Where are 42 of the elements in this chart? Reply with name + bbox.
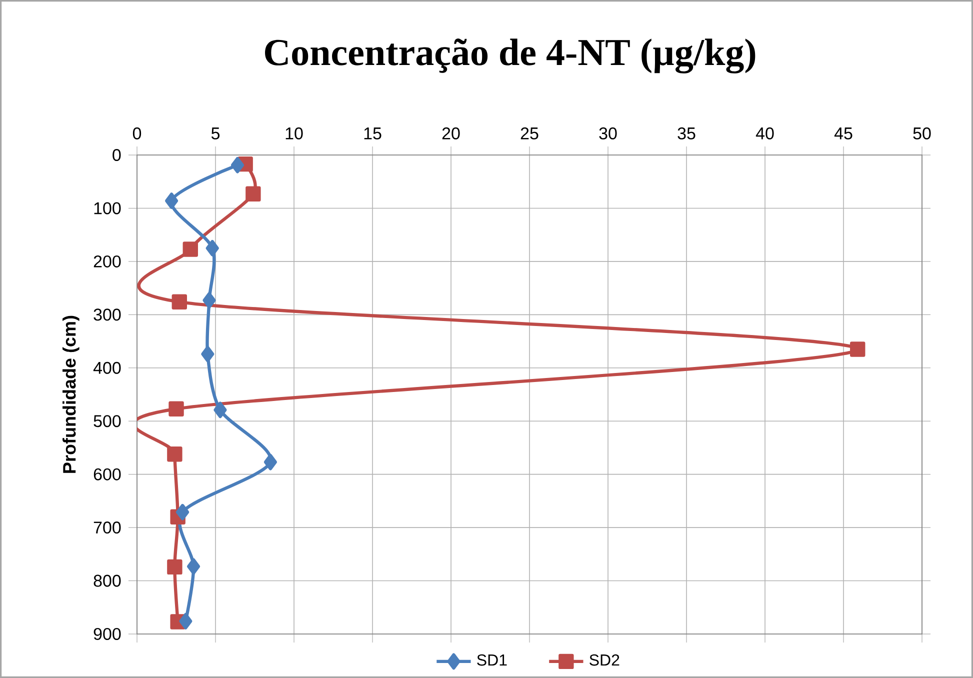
x-tick-label: 45 <box>834 128 852 140</box>
y-tick-label: 400 <box>93 362 121 374</box>
y-tick-label: 0 <box>112 149 121 162</box>
point <box>168 401 184 416</box>
x-tick-label: 5 <box>211 128 220 140</box>
point <box>167 446 182 462</box>
x-tick-label: 40 <box>756 127 774 140</box>
point <box>230 156 244 174</box>
point <box>201 346 214 362</box>
y-tick-label: 500 <box>94 415 121 428</box>
y-tick-label: 100 <box>94 202 121 214</box>
chart-title: Concentração de 4-NT (µg/kg) <box>265 38 756 74</box>
x-tick-label: 50 <box>913 127 931 140</box>
y-tick-label: 900 <box>94 628 121 640</box>
x-tick-label: 0 <box>132 127 142 140</box>
point <box>214 402 227 418</box>
point <box>179 613 192 630</box>
point <box>172 294 187 310</box>
point <box>246 186 261 202</box>
y-tick-label: 200 <box>94 255 121 268</box>
point <box>167 559 182 575</box>
y-tick-label: 700 <box>94 522 121 534</box>
point <box>206 240 219 256</box>
legend-label: SD2 <box>590 654 620 666</box>
x-tick-label: 10 <box>286 127 303 140</box>
point <box>264 454 277 470</box>
y-tick-label: 300 <box>94 308 121 321</box>
x-tick-label: 25 <box>520 127 538 140</box>
point <box>186 558 200 575</box>
x-tick-label: 30 <box>599 127 617 140</box>
x-tick-label: 15 <box>364 128 382 140</box>
legend-label: SD1 <box>477 654 507 666</box>
x-tick-label: 20 <box>442 127 460 140</box>
y-tick-label: 800 <box>94 574 121 587</box>
x-tick-label: 35 <box>678 127 696 140</box>
y-axis-title: Profundidade (cm) <box>62 316 80 473</box>
point <box>182 242 198 257</box>
point <box>165 192 178 209</box>
point <box>176 504 190 520</box>
y-tick-label: 600 <box>94 468 121 480</box>
point <box>850 342 866 357</box>
point <box>202 292 216 309</box>
